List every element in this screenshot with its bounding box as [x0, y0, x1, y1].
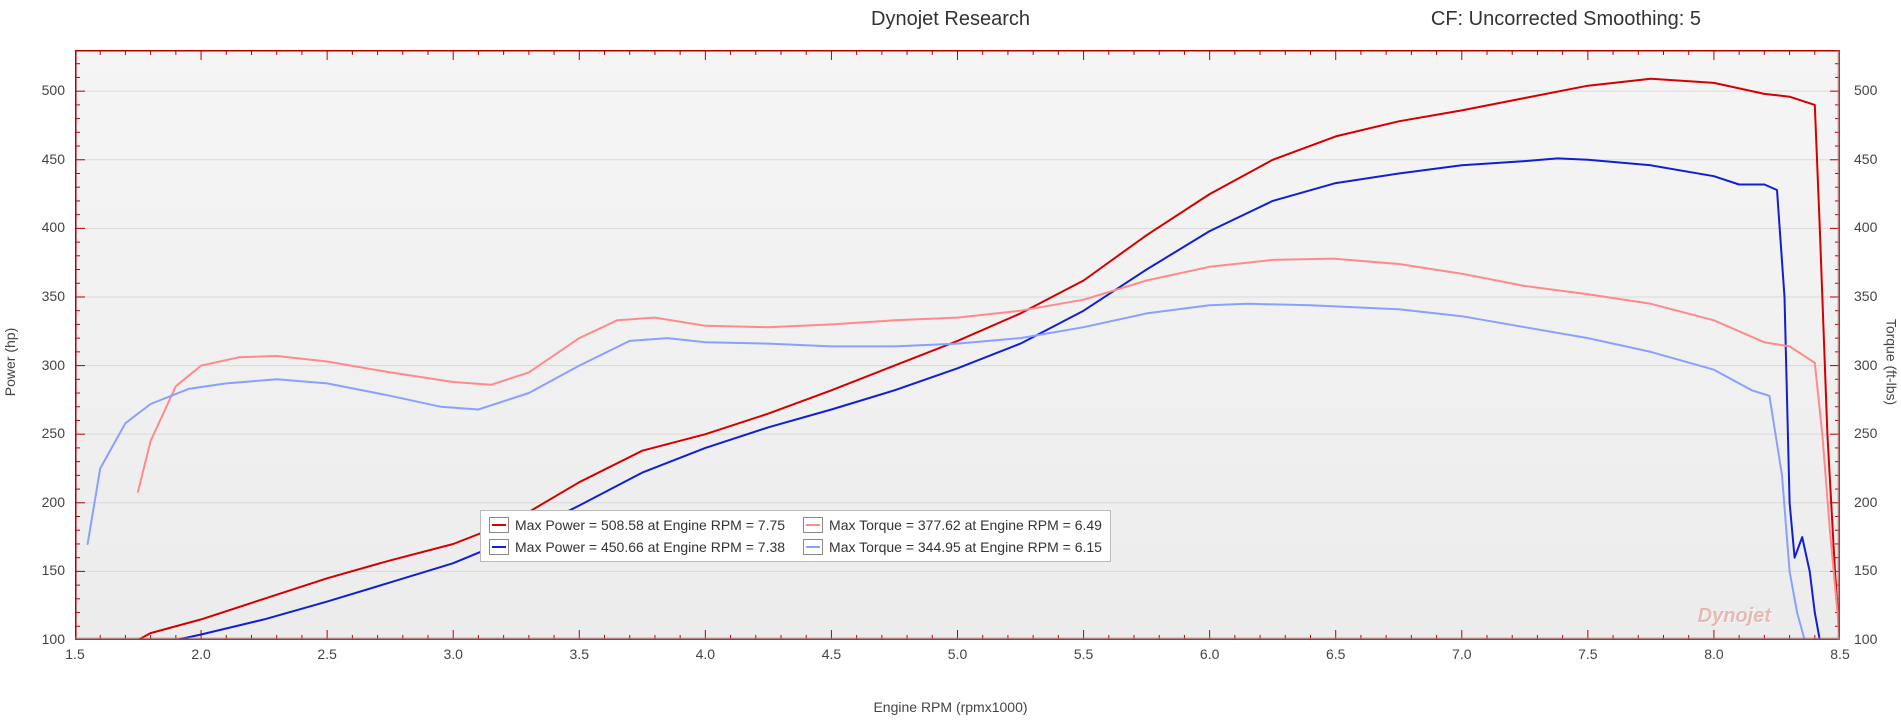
tick-label: 6.5 — [1326, 646, 1345, 662]
tick-label: 150 — [42, 562, 65, 578]
x-axis-label: Engine RPM (rpmx1000) — [873, 699, 1027, 715]
chart-subtitle: CF: Uncorrected Smoothing: 5 — [1431, 8, 1701, 31]
tick-label: 150 — [1854, 562, 1877, 578]
tick-label: 5.5 — [1074, 646, 1093, 662]
legend: Max Power = 508.58 at Engine RPM = 7.75 M… — [480, 510, 1111, 562]
chart-title: Dynojet Research — [871, 8, 1030, 31]
tick-label: 4.0 — [696, 646, 715, 662]
tick-label: 500 — [42, 82, 65, 98]
tick-label: 200 — [42, 494, 65, 510]
tick-label: 1.5 — [65, 646, 84, 662]
legend-swatch — [489, 517, 509, 533]
legend-entry: Max Torque = 377.62 at Engine RPM = 6.49 — [803, 515, 1102, 535]
legend-text: Max Torque = 344.95 at Engine RPM = 6.15 — [829, 539, 1102, 555]
legend-text: Max Power = 508.58 at Engine RPM = 7.75 — [515, 517, 785, 533]
legend-entry: Max Power = 508.58 at Engine RPM = 7.75 — [489, 515, 785, 535]
tick-label: 350 — [42, 288, 65, 304]
y-axis-right-label: Torque (ft-lbs) — [1883, 318, 1899, 404]
legend-swatch — [489, 539, 509, 555]
tick-label: 2.0 — [191, 646, 210, 662]
tick-label: 400 — [1854, 219, 1877, 235]
tick-label: 7.0 — [1452, 646, 1471, 662]
legend-swatch — [803, 517, 823, 533]
legend-swatch — [803, 539, 823, 555]
tick-label: 5.0 — [948, 646, 967, 662]
legend-entry: Max Power = 450.66 at Engine RPM = 7.38 — [489, 537, 785, 557]
chart-container: Dynojet Research CF: Uncorrected Smoothi… — [0, 0, 1901, 723]
tick-label: 6.0 — [1200, 646, 1219, 662]
tick-label: 3.0 — [443, 646, 462, 662]
legend-text: Max Torque = 377.62 at Engine RPM = 6.49 — [829, 517, 1102, 533]
tick-label: 400 — [42, 219, 65, 235]
tick-label: 4.5 — [822, 646, 841, 662]
y-axis-left-label: Power (hp) — [2, 327, 18, 395]
tick-label: 300 — [1854, 357, 1877, 373]
tick-label: 8.0 — [1704, 646, 1723, 662]
tick-label: 7.5 — [1578, 646, 1597, 662]
tick-label: 500 — [1854, 82, 1877, 98]
tick-label: 450 — [42, 151, 65, 167]
tick-label: 8.5 — [1830, 646, 1849, 662]
tick-label: 200 — [1854, 494, 1877, 510]
legend-text: Max Power = 450.66 at Engine RPM = 7.38 — [515, 539, 785, 555]
tick-label: 250 — [42, 425, 65, 441]
tick-label: 100 — [1854, 631, 1877, 647]
tick-label: 100 — [42, 631, 65, 647]
tick-label: 250 — [1854, 425, 1877, 441]
tick-label: 300 — [42, 357, 65, 373]
legend-entry: Max Torque = 344.95 at Engine RPM = 6.15 — [803, 537, 1102, 557]
watermark: Dynojet — [1698, 605, 1771, 628]
tick-label: 2.5 — [317, 646, 336, 662]
tick-label: 350 — [1854, 288, 1877, 304]
tick-label: 450 — [1854, 151, 1877, 167]
tick-label: 3.5 — [570, 646, 589, 662]
